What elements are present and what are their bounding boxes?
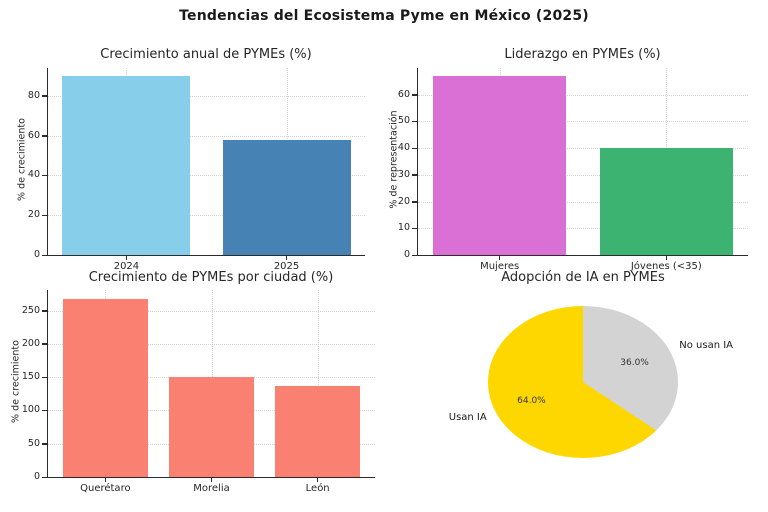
y-tick-label: 200 [21, 337, 40, 349]
bar-jovenes-35 [599, 148, 733, 255]
gridline-horizontal [48, 175, 365, 177]
gridline-horizontal [48, 95, 365, 97]
x-tick-label-2024: 2024 [113, 261, 140, 272]
bar-chart-liderazgo: 0 10 20 30 40 50 60 Mujeres Jóvenes (<35) [398, 68, 748, 272]
y-tick-label: 50 [397, 115, 410, 127]
x-tick-mark [125, 255, 128, 260]
figure-title: Tendencias del Ecosistema Pyme en México… [179, 8, 589, 24]
gridline-horizontal [418, 148, 748, 150]
y-tick-label: 40 [27, 169, 40, 181]
bar-chart-crecimiento-anual: 0 20 40 60 80 2024 2025 [28, 68, 365, 272]
bar-leon [275, 385, 361, 477]
y-tick-label: 250 [21, 304, 40, 316]
bar-chart-ciudades: 0 50 100 150 200 250 Querétaro Morelia León [22, 290, 375, 494]
y-tick-mark [412, 147, 417, 150]
gridline-horizontal [418, 121, 748, 123]
y-tick-mark [42, 95, 47, 97]
x-tick-label-2025: 2025 [273, 261, 300, 272]
y-tick-label: 150 [21, 371, 40, 383]
y-tick-mark [42, 214, 47, 217]
y-tick-mark [42, 343, 47, 345]
y-tick-mark [42, 376, 47, 379]
x-tick-mark [285, 255, 288, 260]
bar-2024 [62, 75, 191, 255]
y-tick-label: 50 [27, 437, 40, 449]
y-tick-mark [412, 94, 417, 96]
y-tick-label: 10 [397, 222, 410, 234]
y-tick-label: 60 [27, 129, 40, 141]
gridline-horizontal [418, 201, 748, 203]
x-tick-mark [316, 477, 319, 482]
x-tick-label-morelia: Morelia [193, 483, 230, 494]
x-tick-mark [210, 477, 213, 482]
x-tick-mark [498, 255, 501, 260]
y-tick-label: 40 [397, 142, 410, 154]
x-tick-mark [665, 255, 668, 260]
x-tick-mark [104, 477, 107, 482]
subplot-title-crecimiento-anual: Crecimiento anual de PYMEs (%) [100, 47, 312, 62]
bar-morelia [169, 376, 254, 477]
y-tick-mark [42, 174, 47, 177]
x-tick-label-queretaro: Querétaro [80, 483, 131, 494]
subplot-title-adopcion-ia: Adopción de IA en PYMEs [501, 270, 665, 285]
y-tick-mark [412, 120, 417, 123]
y-tick-mark [42, 476, 47, 478]
y-tick-mark [412, 227, 417, 230]
pie-adopcion-de-ia-en-pymes [488, 306, 678, 458]
y-tick-label: 100 [21, 404, 40, 416]
y-tick-mark [412, 254, 417, 256]
bar-queretaro [62, 298, 148, 477]
y-tick-mark [42, 254, 47, 256]
y-tick-label: 60 [397, 88, 410, 100]
y-tick-label: 0 [33, 249, 40, 260]
bar-mujeres [433, 76, 567, 255]
x-tick-label-mujeres: Mujeres [480, 261, 520, 272]
y-tick-label: 0 [33, 471, 40, 482]
pie-percent-no-usan-ia: 36.0% [620, 357, 649, 368]
y-tick-mark [42, 443, 47, 445]
subplot-title-liderazgo: Liderazgo en PYMEs (%) [504, 47, 661, 62]
gridline-horizontal [418, 94, 748, 96]
gridline-horizontal [48, 215, 365, 217]
gridline-horizontal [418, 228, 748, 230]
y-tick-mark [42, 310, 47, 312]
pie-label-usan-ia: Usan IA [448, 411, 487, 423]
y-tick-label: 20 [27, 209, 40, 221]
pie-percent-usan-ia: 64.0% [517, 396, 546, 407]
y-tick-label: 20 [397, 195, 410, 207]
gridline-horizontal [418, 174, 748, 176]
pie-label-no-usan-ia: No usan IA [679, 340, 734, 352]
y-tick-mark [42, 409, 47, 412]
subplot-title-ciudades: Crecimiento de PYMEs por ciudad (%) [88, 270, 334, 285]
gridline-vertical [317, 290, 319, 477]
gridline-horizontal [48, 135, 365, 137]
x-tick-label-jovenes-35: Jóvenes (<35) [630, 261, 702, 272]
y-axis-label-liderazgo: % de representación [388, 110, 400, 209]
y-tick-label: 0 [403, 249, 410, 260]
y-tick-mark [42, 135, 47, 137]
x-tick-label-leon: León [305, 483, 330, 494]
y-tick-label: 30 [397, 168, 410, 180]
y-tick-mark [412, 201, 417, 203]
y-tick-mark [412, 174, 417, 176]
bar-2025 [222, 139, 351, 255]
y-tick-label: 80 [27, 89, 40, 101]
